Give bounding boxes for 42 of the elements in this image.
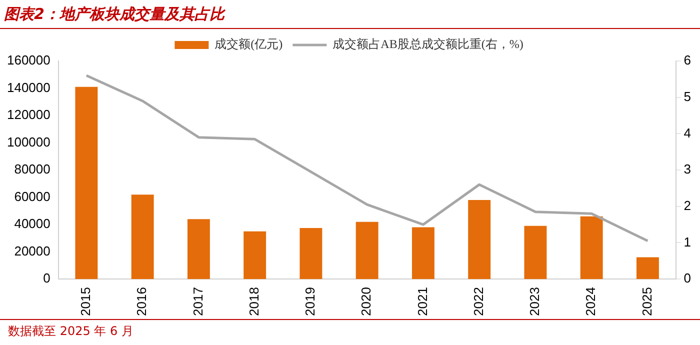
bar bbox=[524, 226, 547, 280]
y-tick-label: 100000 bbox=[6, 134, 50, 150]
x-tick-label: 2021 bbox=[414, 287, 430, 316]
x-tick-label: 2020 bbox=[358, 287, 374, 316]
bar bbox=[300, 228, 322, 280]
bar bbox=[187, 219, 210, 280]
x-tick-label: 2015 bbox=[78, 287, 94, 316]
y-tick-label: 140000 bbox=[6, 80, 50, 95]
y-tick-label: 120000 bbox=[6, 107, 50, 122]
y2-tick-label: 1 bbox=[684, 234, 692, 250]
y-tick-label: 40000 bbox=[14, 216, 50, 232]
bar bbox=[75, 86, 98, 280]
y-tick-label: 80000 bbox=[14, 162, 50, 177]
y2-tick-label: 4 bbox=[684, 125, 692, 140]
bar bbox=[412, 227, 434, 280]
x-tick-label: 2022 bbox=[470, 287, 486, 316]
text: 数据截至 2025 年 6 月 bbox=[8, 324, 134, 338]
legend-label: 成交额(亿元) bbox=[214, 37, 283, 52]
y2-tick-label: 2 bbox=[684, 198, 692, 213]
chart-title: 图表2：地产板块成交量及其占比 bbox=[0, 0, 700, 29]
x-tick-label: 2019 bbox=[302, 287, 318, 316]
y2-tick-label: 5 bbox=[684, 88, 692, 104]
y2-tick-label: 3 bbox=[684, 162, 692, 177]
bar bbox=[356, 222, 378, 280]
legend-label: 成交额占AB股总成交额比重(右，%) bbox=[332, 37, 524, 52]
x-tick-label: 2017 bbox=[190, 287, 206, 316]
y2-tick-label: 6 bbox=[684, 52, 692, 68]
y2-tick-label: 0 bbox=[684, 270, 692, 286]
y-tick-label: 160000 bbox=[6, 52, 50, 68]
y-tick-label: 20000 bbox=[14, 243, 50, 258]
x-tick-label: 2023 bbox=[527, 287, 542, 316]
bar bbox=[131, 194, 154, 280]
x-tick-label: 2018 bbox=[246, 287, 262, 316]
x-tick-label: 2024 bbox=[583, 287, 598, 316]
y-tick-label: 0 bbox=[43, 270, 50, 286]
bar bbox=[244, 231, 266, 280]
x-tick-label: 2016 bbox=[134, 287, 150, 316]
bar bbox=[580, 216, 603, 280]
bar bbox=[468, 200, 491, 280]
x-tick-label: 2025 bbox=[639, 287, 654, 316]
bar bbox=[636, 257, 659, 280]
y-tick-label: 60000 bbox=[14, 188, 50, 204]
